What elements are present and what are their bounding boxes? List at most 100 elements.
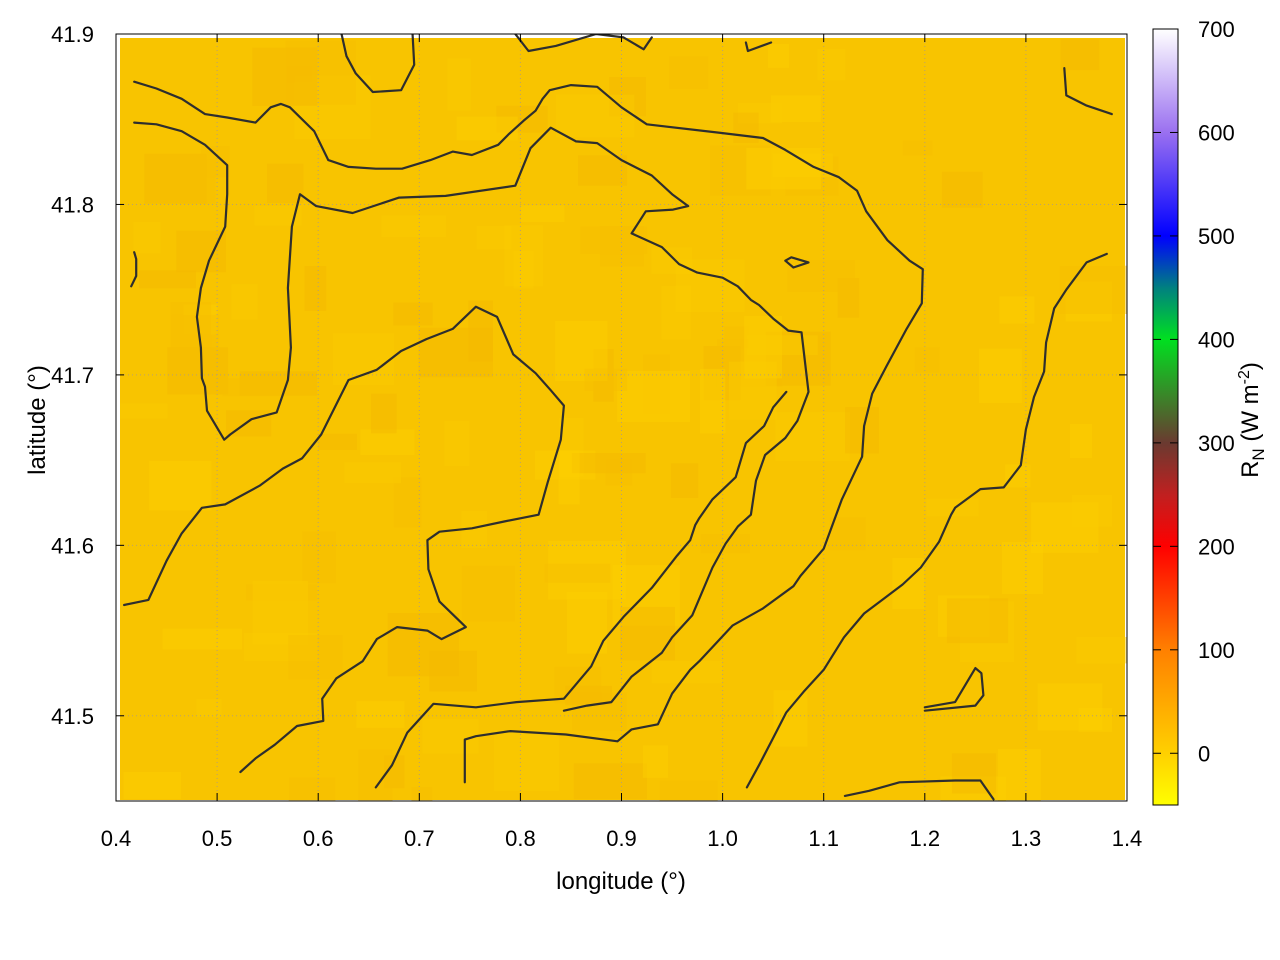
- heatmap-patch: [393, 477, 422, 528]
- contour-line: [133, 121, 810, 712]
- heatmap-patch: [371, 393, 397, 434]
- heatmap-patch: [617, 371, 691, 423]
- contour-line: [745, 252, 1108, 789]
- heatmap-patch: [744, 316, 783, 379]
- contour-line: [374, 390, 788, 789]
- colorbar-title-close: ): [1237, 362, 1264, 370]
- heatmap-patch: [444, 420, 470, 466]
- contour-line: [843, 779, 995, 801]
- heatmap-patch: [123, 771, 182, 800]
- heatmap-patch: [456, 116, 518, 141]
- heatmap-patch: [252, 47, 318, 106]
- heatmap-patch: [1031, 502, 1099, 553]
- heatmap-patch: [504, 225, 543, 287]
- heatmap-patch: [356, 701, 405, 728]
- colorbar-tick-label: 400: [1198, 327, 1235, 352]
- heatmap-patch: [817, 49, 846, 81]
- heatmap-patch: [162, 628, 243, 650]
- contour-lines: [123, 34, 1113, 801]
- colorbar-tick-label: 200: [1198, 534, 1235, 559]
- heatmap-patch: [231, 284, 258, 320]
- heatmap-patch: [785, 156, 839, 196]
- heatmap-patch: [287, 66, 312, 83]
- heatmap-patch: [620, 606, 675, 661]
- heatmap-patch: [959, 601, 1015, 662]
- y-tick-label: 41.5: [51, 704, 94, 729]
- heatmap-patch: [176, 230, 226, 273]
- heatmap-patch: [642, 745, 669, 778]
- heatmap-patch: [246, 584, 318, 601]
- heatmap-patch: [1076, 637, 1127, 664]
- heatmap-patch: [892, 557, 925, 610]
- contour-line: [133, 80, 924, 784]
- x-tick-label: 1.2: [910, 826, 941, 851]
- heatmap-patch: [669, 56, 709, 89]
- heatmap-patch: [196, 698, 222, 718]
- heatmap-patch: [411, 786, 433, 801]
- y-tick-label: 41.8: [51, 192, 94, 217]
- heatmap-patch: [139, 270, 196, 289]
- heatmap-patch: [252, 581, 308, 645]
- heatmap-patch: [699, 368, 726, 434]
- colorbar-title-main: R: [1237, 461, 1264, 478]
- heatmap-patch: [593, 349, 614, 402]
- heatmap-patch: [746, 147, 821, 190]
- heatmap-patch: [578, 155, 628, 186]
- heatmap-patch: [494, 729, 560, 791]
- heatmap-patch: [772, 153, 833, 177]
- y-tick-label: 41.9: [51, 22, 94, 47]
- heatmap-patch: [661, 285, 691, 340]
- heatmap-patch: [183, 304, 218, 335]
- heatmap-patch: [837, 278, 860, 318]
- heatmap-patch: [651, 661, 723, 684]
- heatmap-patch: [288, 777, 336, 801]
- heatmap-patch: [554, 666, 602, 704]
- heatmap-patch: [267, 163, 304, 203]
- heatmap-patch: [566, 592, 608, 654]
- heatmap-patch: [642, 354, 671, 415]
- heatmap-patch: [170, 301, 212, 366]
- heatmap-patch: [937, 595, 990, 637]
- colorbar-tick-label: 300: [1198, 431, 1235, 456]
- contour-line: [130, 251, 138, 288]
- heatmap-patch: [941, 171, 983, 208]
- heatmap-base: [120, 38, 1125, 800]
- heatmap-patch: [144, 153, 207, 204]
- contour-line: [923, 667, 985, 712]
- heatmap-patch: [670, 463, 699, 498]
- colorbar-title-unit: (W m: [1237, 384, 1264, 448]
- heatmap-patch: [1001, 542, 1044, 594]
- contour-line: [340, 34, 416, 94]
- y-axis-ticks: 41.5 41.6 41.7 41.8 41.9: [51, 22, 1127, 729]
- heatmap-patch: [222, 378, 288, 397]
- heatmap-patch: [358, 749, 393, 801]
- heatmap-patch: [747, 335, 818, 355]
- heatmap-patch: [651, 247, 693, 274]
- colorbar-tick-label: 500: [1198, 224, 1235, 249]
- heatmap-patch: [1059, 265, 1127, 314]
- heatmap-patch: [773, 690, 808, 747]
- heatmap-patch: [659, 780, 718, 801]
- heatmap-patch: [1060, 39, 1100, 71]
- heatmap-patch: [422, 718, 479, 754]
- heatmap-patch: [775, 412, 850, 461]
- heatmap-patch: [254, 205, 302, 226]
- y-tick-label: 41.7: [51, 363, 94, 388]
- heatmap-patch: [584, 368, 628, 391]
- x-tick-label: 0.5: [202, 826, 233, 851]
- heatmap-patch: [999, 296, 1035, 324]
- heatmap-patch: [565, 685, 612, 706]
- heatmap-patch: [149, 460, 212, 511]
- heatmap-patch: [418, 327, 493, 378]
- x-axis-ticks: 0.4 0.5 0.6 0.7 0.8 0.9 1.0 1.1 1.2 1.3 1.4: [101, 34, 1143, 851]
- heatmap-patch: [1078, 708, 1113, 732]
- x-tick-label: 1.4: [1112, 826, 1143, 851]
- heatmap-patch: [360, 429, 415, 456]
- heatmap-field: [120, 38, 1127, 801]
- colorbar-tick-label: 0: [1198, 741, 1210, 766]
- heatmap-patch: [344, 462, 402, 484]
- x-tick-label: 0.8: [505, 826, 536, 851]
- heatmap-patch: [605, 458, 633, 486]
- heatmap-patch: [133, 222, 161, 254]
